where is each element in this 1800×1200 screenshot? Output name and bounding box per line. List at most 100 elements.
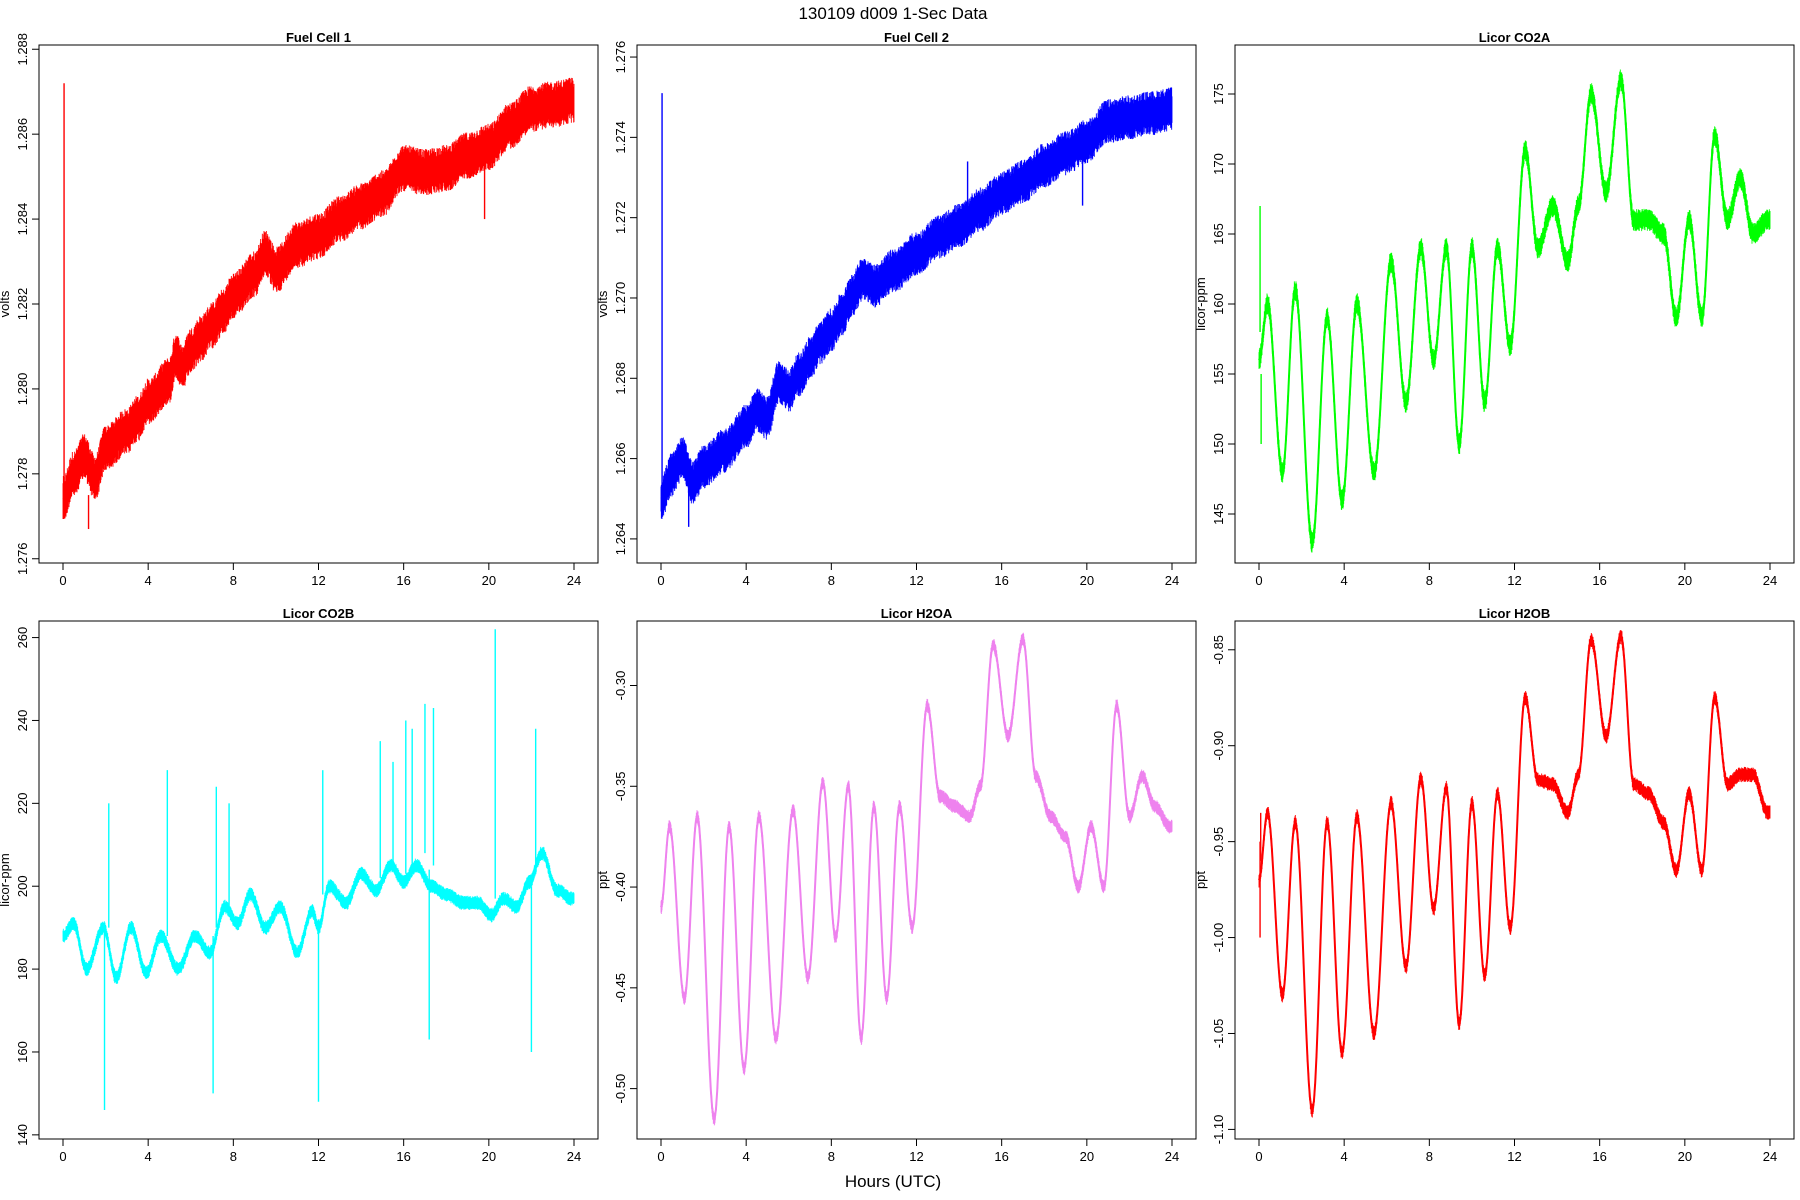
y-tick-label: -0.85 (1211, 635, 1226, 665)
x-tick-label: 0 (59, 1149, 66, 1164)
x-tick-label: 20 (482, 1149, 496, 1164)
series-line (1258, 634, 1770, 1112)
x-tick-label: 20 (1678, 1149, 1692, 1164)
y-tick-label: 175 (1211, 83, 1226, 105)
x-tick-label: 4 (743, 573, 750, 588)
panel-licor-h2ob: Licor H2OB ppt 0 4 8 12 16 20 24 -1.10 -1.05 -1.0… (1193, 606, 1795, 1164)
y-axis-label: ppt (1193, 871, 1208, 889)
y-tick-label: -0.50 (613, 1074, 628, 1104)
x-tick-label: 4 (145, 573, 152, 588)
panel-title: Licor CO2B (283, 606, 355, 621)
x-tick-label: 20 (1080, 1149, 1094, 1164)
y-tick-label: 1.278 (15, 458, 30, 491)
y-tick-label: -0.90 (1211, 731, 1226, 761)
y-tick-label: -0.40 (613, 872, 628, 902)
x-tick-label: 12 (1507, 573, 1521, 588)
x-tick-label: 12 (909, 573, 923, 588)
y-tick-label: 220 (15, 792, 30, 814)
y-tick-label: 145 (1211, 503, 1226, 525)
x-tick-label: 24 (1165, 573, 1179, 588)
x-tick-label: 16 (396, 1149, 410, 1164)
x-tick-label: 16 (1592, 573, 1606, 588)
series-line (62, 99, 575, 501)
x-tick-label: 12 (311, 573, 325, 588)
y-tick-label: 1.276 (15, 542, 30, 575)
x-tick-label: 8 (828, 573, 835, 588)
x-tick-label: 4 (743, 1149, 750, 1164)
x-tick-label: 24 (567, 573, 581, 588)
x-tick-label: 8 (230, 573, 237, 588)
y-tick-label: -1.05 (1211, 1019, 1226, 1049)
y-tick-label: -1.10 (1211, 1115, 1226, 1145)
y-tick-label: 1.272 (613, 201, 628, 234)
y-tick-label: -1.00 (1211, 923, 1226, 953)
panel-title: Fuel Cell 2 (884, 30, 949, 45)
y-tick-label: -0.35 (613, 771, 628, 801)
panel-licor-co2b: Licor CO2B licor-ppm 0 4 8 12 16 20 24 140 160 18… (0, 606, 599, 1164)
x-tick-label: 12 (1507, 1149, 1521, 1164)
x-tick-label: 0 (1255, 1149, 1262, 1164)
y-tick-label: 140 (15, 1124, 30, 1146)
x-tick-label: 16 (994, 1149, 1008, 1164)
y-tick-label: 1.286 (15, 118, 30, 151)
figure-xlabel: Hours (UTC) (845, 1172, 941, 1191)
y-tick-label: 240 (15, 710, 30, 732)
y-tick-label: 165 (1211, 223, 1226, 245)
y-tick-label: -0.95 (1211, 827, 1226, 857)
y-tick-label: 160 (1211, 293, 1226, 315)
figure-title: 130109 d009 1-Sec Data (798, 4, 988, 23)
y-axis-label: volts (595, 290, 610, 317)
x-tick-label: 8 (1426, 1149, 1433, 1164)
x-tick-label: 4 (145, 1149, 152, 1164)
y-axis-label: ppt (595, 871, 610, 889)
x-tick-label: 16 (396, 573, 410, 588)
y-tick-label: 1.270 (613, 282, 628, 315)
panel-licor-h2oa: Licor H2OA ppt 0 4 8 12 16 20 24 -0.50 -0.45 -0.4… (595, 606, 1197, 1164)
series-band (660, 87, 1173, 519)
y-tick-label: 260 (15, 627, 30, 649)
x-tick-label: 12 (311, 1149, 325, 1164)
x-tick-label: 20 (1080, 573, 1094, 588)
series-line (1258, 78, 1770, 544)
series-line (660, 108, 1173, 500)
y-tick-label: 1.280 (15, 373, 30, 406)
y-tick-label: 1.274 (613, 121, 628, 154)
y-tick-label: 180 (15, 958, 30, 980)
y-tick-label: 1.266 (613, 442, 628, 475)
x-tick-label: 16 (1592, 1149, 1606, 1164)
y-tick-label: 1.282 (15, 288, 30, 321)
y-tick-label: -0.30 (613, 671, 628, 701)
x-tick-label: 0 (1255, 573, 1262, 588)
x-tick-label: 24 (1165, 1149, 1179, 1164)
x-tick-label: 0 (657, 573, 664, 588)
panel-title: Fuel Cell 1 (286, 30, 351, 45)
series-band (62, 77, 575, 520)
x-tick-label: 4 (1341, 573, 1348, 588)
y-tick-label: 155 (1211, 363, 1226, 385)
panel-title: Licor H2OA (881, 606, 953, 621)
x-tick-label: 20 (1678, 573, 1692, 588)
y-tick-label: 1.268 (613, 362, 628, 395)
series-line (660, 637, 1172, 1121)
x-tick-label: 0 (59, 573, 66, 588)
x-tick-label: 16 (994, 573, 1008, 588)
panel-fuel-cell-2: Fuel Cell 2 volts 0 4 8 12 16 20 24 1.264 1.266 1… (595, 30, 1197, 588)
y-tick-label: 1.264 (613, 523, 628, 556)
x-tick-label: 8 (230, 1149, 237, 1164)
x-tick-label: 8 (828, 1149, 835, 1164)
x-tick-label: 24 (1763, 573, 1777, 588)
y-axis-label: licor-ppm (0, 853, 12, 906)
panel-licor-co2a: Licor CO2A licor-ppm 0 4 8 12 16 20 24 145 150 15… (1193, 30, 1795, 588)
y-tick-label: -0.45 (613, 973, 628, 1003)
panel-fuel-cell-1: Fuel Cell 1 volts 0 4 8 12 16 20 24 1.276 1.278 1… (0, 30, 599, 588)
x-tick-label: 24 (1763, 1149, 1777, 1164)
y-tick-label: 200 (15, 875, 30, 897)
y-tick-label: 150 (1211, 433, 1226, 455)
y-tick-label: 170 (1211, 153, 1226, 175)
x-tick-label: 8 (1426, 573, 1433, 588)
y-tick-label: 1.284 (15, 203, 30, 236)
panel-title: Licor H2OB (1479, 606, 1551, 621)
y-tick-label: 1.288 (15, 33, 30, 66)
x-tick-label: 20 (482, 573, 496, 588)
